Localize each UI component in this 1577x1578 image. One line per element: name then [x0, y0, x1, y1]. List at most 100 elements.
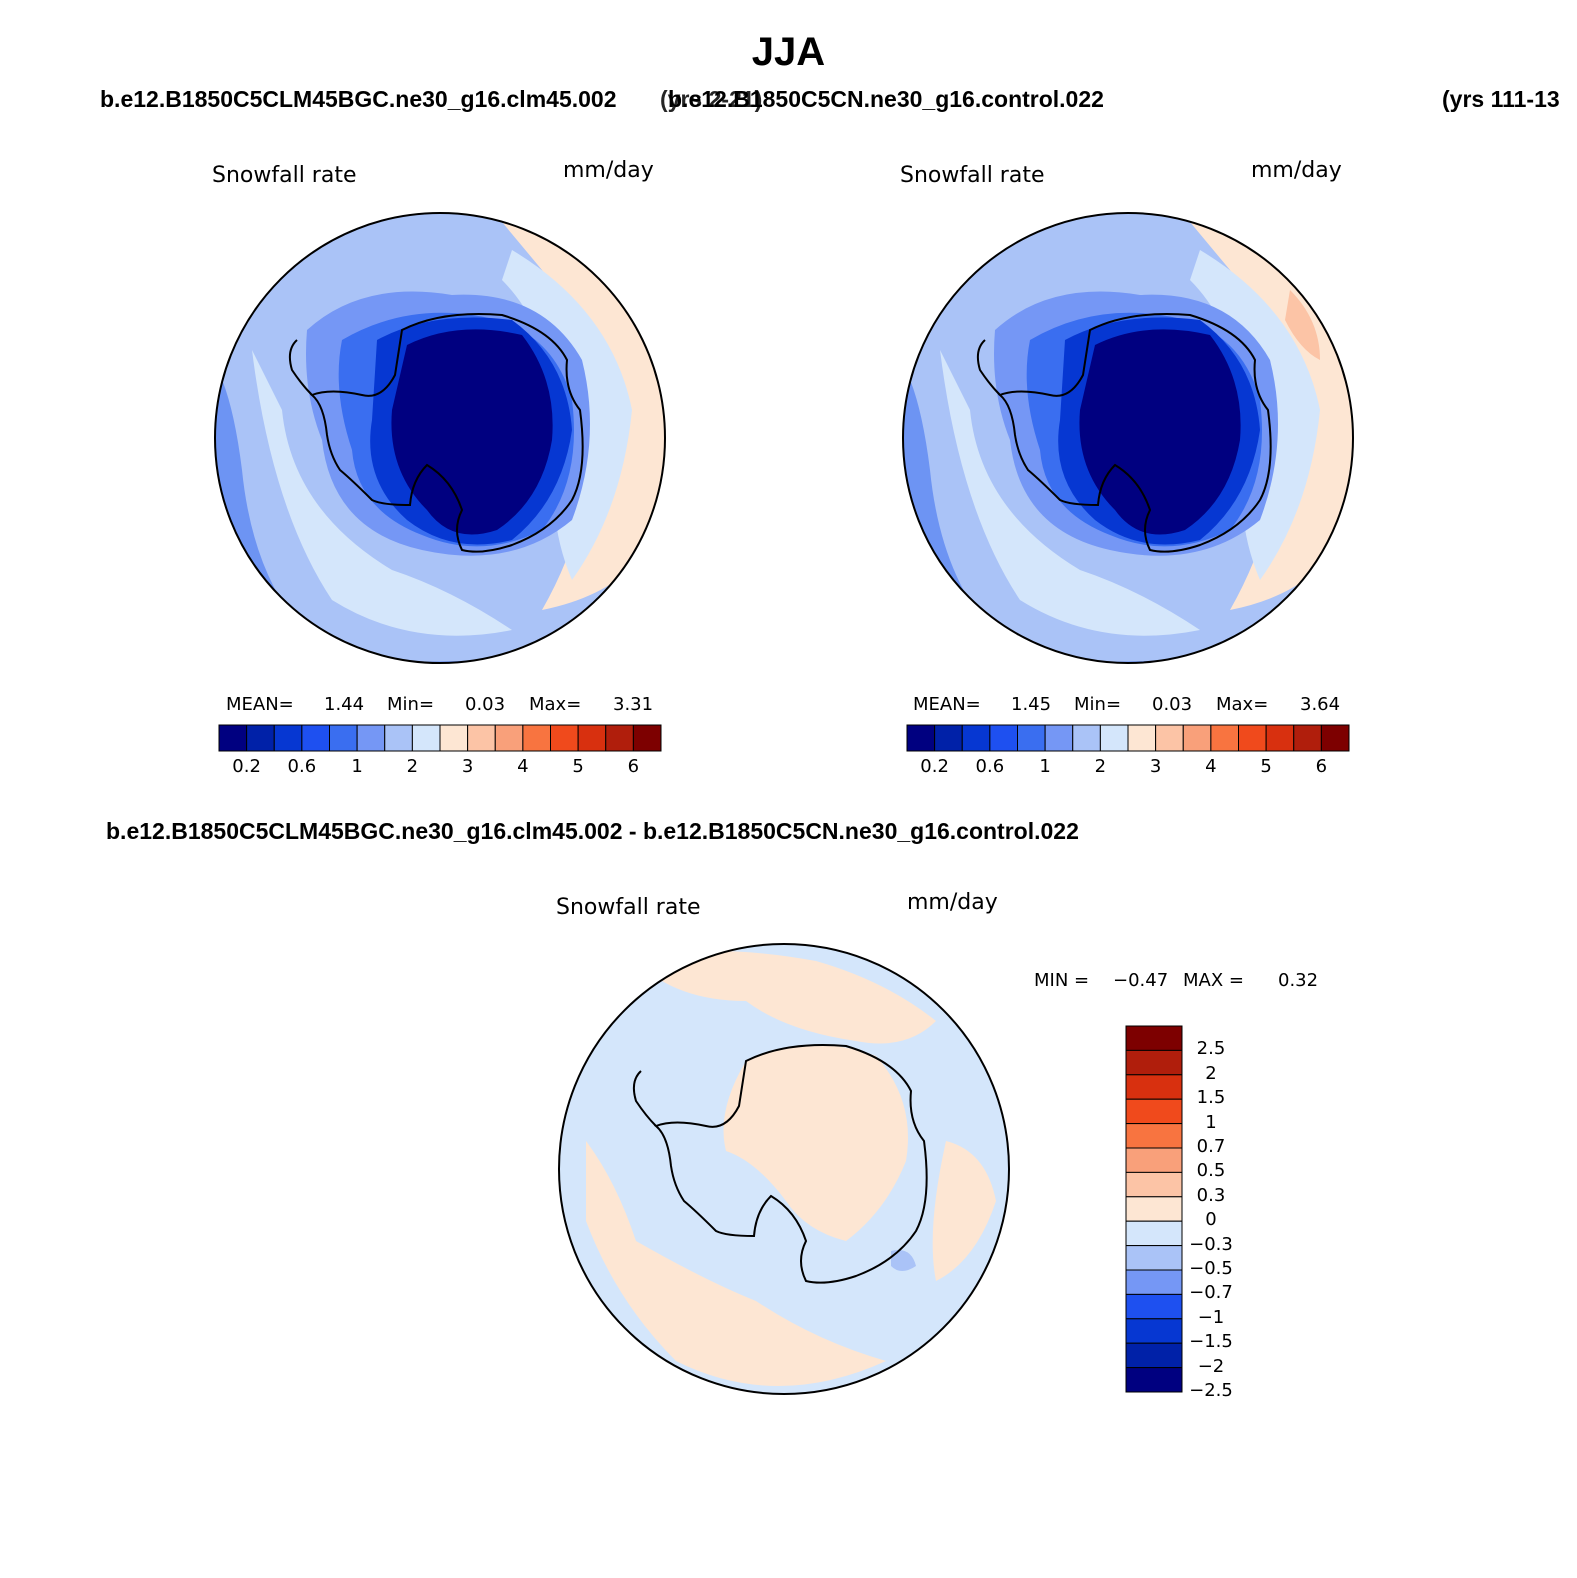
panel3-units: mm/day	[907, 890, 998, 915]
panel3-field-positive-continent	[723, 1044, 908, 1241]
panel1-field-core	[391, 329, 553, 535]
panel3-peninsula	[632, 1070, 657, 1127]
panel1-colorbar-box	[218, 724, 248, 752]
panel3-colorbar-box	[1125, 1269, 1183, 1295]
panel2-colorbar-box	[1238, 724, 1267, 752]
panel1-colorbar-box	[522, 724, 551, 752]
panel1-coastline	[310, 313, 584, 553]
colorbar-tick-label: 3	[1149, 756, 1162, 777]
panel1-colorbar	[218, 724, 662, 752]
panel1-max-value: 3.31	[613, 694, 654, 715]
run-b-years: (yrs 111-13	[1442, 86, 1560, 112]
panel1-min-label: Min=	[387, 694, 435, 715]
panel2-colorbar-box	[1210, 724, 1239, 752]
panel1-colorbar-box	[246, 724, 275, 752]
panel3-colorbar-box	[1125, 1098, 1183, 1125]
colorbar-tick-label: 1	[351, 756, 363, 777]
panel1-colorbar-box	[411, 724, 441, 752]
panel1-mean-value: 1.44	[324, 694, 365, 715]
colorbar-tick-label: 0.2	[232, 756, 261, 777]
panel2-colorbar-box	[1099, 724, 1129, 752]
panel2-map-border	[902, 212, 1354, 664]
panel2-colorbar-box	[1072, 724, 1101, 752]
panel3-colorbar-ticks: 2.5 2 1.5 1 0.7 0.5 0.3 0 −0.3 −0.5 −0.7 −1 −1.5 −2 −2…	[1186, 1025, 1266, 1401]
colorbar-tick-label: 0.6	[287, 756, 317, 777]
panel1-map-border	[214, 212, 666, 664]
colorbar-tick-label: 0.5	[1196, 1160, 1226, 1182]
panel1-field-light-band	[252, 350, 512, 636]
panel1-units: mm/day	[563, 158, 654, 183]
panel1-min-value: 0.03	[465, 694, 506, 715]
panel2-peninsula	[976, 339, 1001, 396]
panel2-colorbar-box	[906, 724, 936, 752]
panel3-field-negative-patch	[891, 1250, 916, 1271]
panel2-colorbar-box	[1155, 724, 1184, 752]
colorbar-tick-label: 0.3	[1196, 1184, 1226, 1206]
colorbar-tick-label: 1	[1205, 1111, 1217, 1133]
colorbar-tick-label: 2	[1094, 756, 1107, 777]
panel3-max-value: 0.32	[1278, 970, 1319, 991]
colorbar-tick-label: 2	[406, 756, 419, 777]
panel3-colorbar-box	[1125, 1049, 1183, 1076]
colorbar-tick-label: 6	[1315, 756, 1328, 777]
panel2-colorbar-box	[1293, 724, 1322, 752]
panel1-variable: Snowfall rate	[212, 163, 357, 188]
panel1-colorbar-box	[439, 724, 469, 752]
panel3-field-positive-east	[932, 1141, 996, 1281]
colorbar-tick-label: 1.5	[1196, 1087, 1226, 1109]
panel2-min-label: Min=	[1074, 694, 1122, 715]
panel2-variable: Snowfall rate	[900, 163, 1045, 188]
panel3-colorbar-box	[1125, 1318, 1183, 1344]
panel3-max-label: MAX =	[1183, 970, 1244, 991]
panel3-colorbar	[1125, 1025, 1183, 1393]
panel1-colorbar-box	[605, 724, 634, 752]
panel2-field-core	[1079, 329, 1241, 535]
panel3-colorbar-box	[1125, 1123, 1183, 1149]
panel2-units: mm/day	[1251, 158, 1342, 183]
colorbar-tick-label: 3	[461, 756, 474, 777]
colorbar-tick-label: 0.6	[975, 756, 1005, 777]
panel2-colorbar	[906, 724, 1350, 752]
panel3-map	[558, 943, 1010, 1395]
panel2-mean-value: 1.45	[1011, 694, 1052, 715]
panel2-colorbar-box	[934, 724, 963, 752]
run-a-years: (yrs 2-21)	[660, 86, 763, 112]
panel3-colorbar-box	[1125, 1025, 1183, 1051]
colorbar-tick-label: 0.2	[920, 756, 949, 777]
colorbar-tick-label: 1	[1039, 756, 1051, 777]
panel2-colorbar-box	[1044, 724, 1074, 752]
panel2-coastline	[998, 313, 1272, 553]
panel1-colorbar-box	[467, 724, 496, 752]
colorbar-tick-label: −0.7	[1189, 1282, 1233, 1304]
run-b-label: b.e12.B1850C5CN.ne30_g16.control.022	[668, 86, 1104, 112]
panel1-colorbar-box	[632, 724, 662, 752]
colorbar-tick-label: 5	[572, 756, 584, 777]
colorbar-tick-label: 2.5	[1196, 1038, 1226, 1060]
colorbar-tick-label: −1.5	[1189, 1331, 1233, 1353]
panel3-coastline	[654, 1044, 928, 1284]
panel3-colorbar-box	[1125, 1074, 1183, 1100]
panel3-colorbar-box	[1125, 1196, 1183, 1222]
colorbar-tick-label: −0.3	[1189, 1233, 1233, 1255]
colorbar-tick-label: 6	[627, 756, 640, 777]
panel3-colorbar-box	[1125, 1147, 1183, 1173]
colorbar-tick-label: 5	[1260, 756, 1272, 777]
panel2-max-label: Max=	[1216, 694, 1269, 715]
colorbar-tick-label: 4	[1205, 756, 1217, 777]
panel1-colorbar-box	[384, 724, 413, 752]
panel1-colorbar-ticks: 0.2 0.6 1 2 3 4 5 6	[218, 756, 662, 780]
colorbar-tick-label: −2.5	[1189, 1380, 1233, 1401]
panel1-colorbar-box	[550, 724, 579, 752]
colorbar-tick-label: 0.7	[1196, 1136, 1226, 1157]
panel1-colorbar-box	[577, 724, 607, 752]
panel2-colorbar-box	[1017, 724, 1046, 752]
panel2-map	[902, 212, 1354, 664]
panel2-mean-label: MEAN=	[913, 694, 981, 715]
panel3-colorbar-box	[1125, 1367, 1183, 1393]
panel2-colorbar-box	[1182, 724, 1212, 752]
panel2-colorbar-ticks: 0.2 0.6 1 2 3 4 5 6	[906, 756, 1350, 780]
panel2-min-value: 0.03	[1152, 694, 1193, 715]
panel3-colorbar-box	[1125, 1293, 1183, 1320]
colorbar-tick-label: 4	[517, 756, 529, 777]
panel2-colorbar-box	[989, 724, 1018, 752]
